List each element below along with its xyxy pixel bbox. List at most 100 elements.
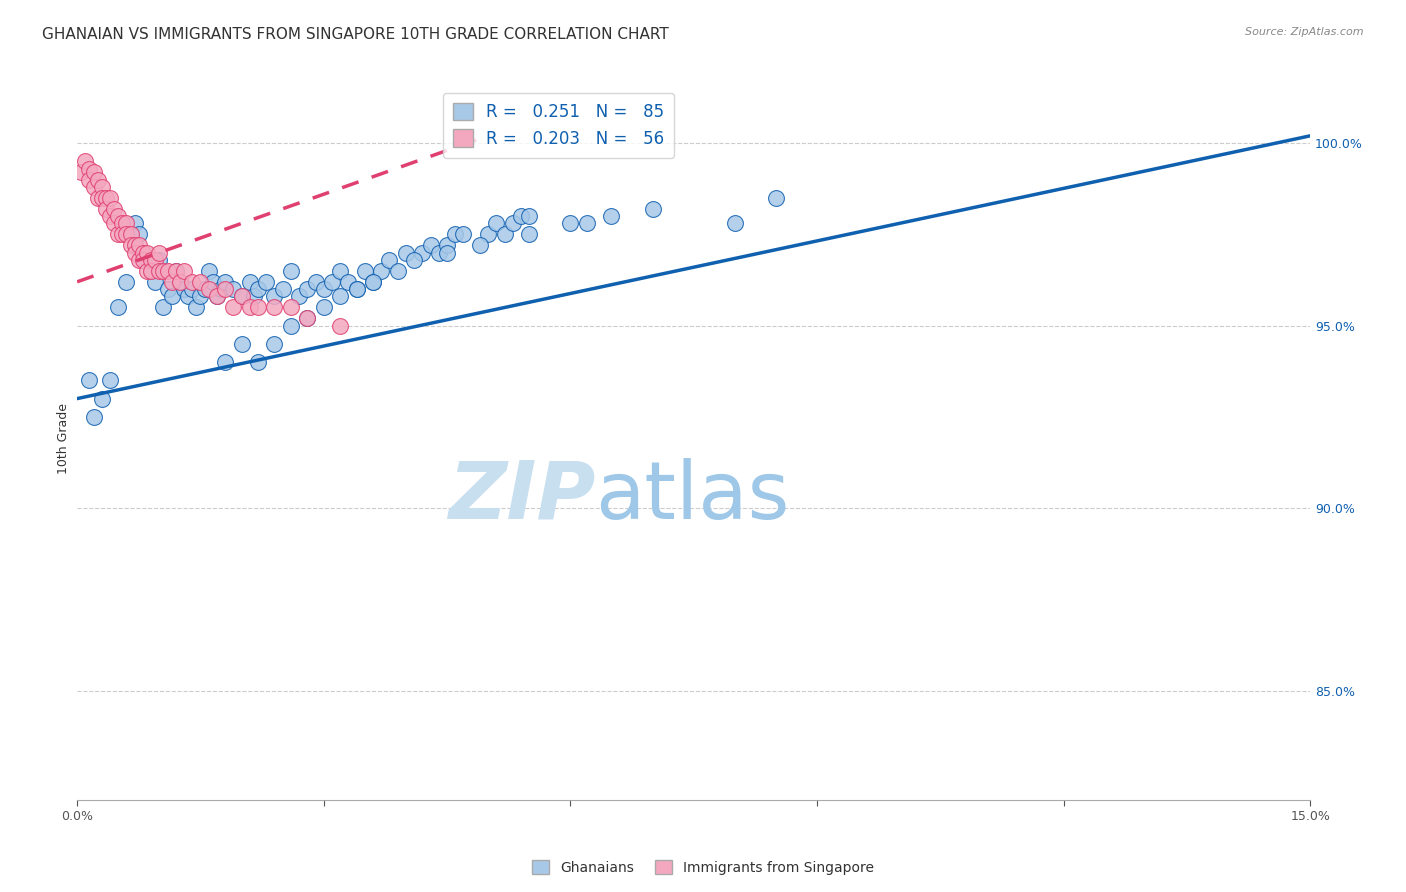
Point <box>378 252 401 267</box>
Point <box>173 264 195 278</box>
Point <box>641 202 664 216</box>
Point <box>83 409 105 424</box>
Point <box>103 202 125 216</box>
Point <box>263 289 285 303</box>
Point <box>321 275 343 289</box>
Point <box>575 216 598 230</box>
Point <box>148 252 170 267</box>
Text: GHANAIAN VS IMMIGRANTS FROM SINGAPORE 10TH GRADE CORRELATION CHART: GHANAIAN VS IMMIGRANTS FROM SINGAPORE 10… <box>42 27 669 42</box>
Point <box>70 165 93 179</box>
Point <box>239 275 262 289</box>
Point <box>136 245 159 260</box>
Point <box>477 227 499 242</box>
Point <box>724 216 747 230</box>
Point <box>404 252 426 267</box>
Point <box>214 282 236 296</box>
Point <box>120 238 142 252</box>
Point <box>193 282 215 296</box>
Point <box>243 289 266 303</box>
Point <box>136 264 159 278</box>
Point <box>502 216 524 230</box>
Point <box>427 245 450 260</box>
Point <box>94 191 117 205</box>
Point <box>165 264 187 278</box>
Point <box>263 301 285 315</box>
Point <box>765 191 787 205</box>
Point <box>143 275 166 289</box>
Point <box>107 209 129 223</box>
Point <box>83 180 105 194</box>
Point <box>201 275 224 289</box>
Point <box>152 264 174 278</box>
Point <box>288 289 311 303</box>
Point <box>312 282 335 296</box>
Point <box>160 275 183 289</box>
Point <box>205 289 228 303</box>
Point <box>165 264 187 278</box>
Point <box>111 216 134 230</box>
Point <box>453 227 475 242</box>
Point <box>173 282 195 296</box>
Point <box>148 245 170 260</box>
Point <box>79 161 101 176</box>
Point <box>297 311 319 326</box>
Point <box>517 227 540 242</box>
Point <box>177 289 200 303</box>
Point <box>468 238 491 252</box>
Point <box>214 275 236 289</box>
Point <box>124 245 146 260</box>
Point <box>98 191 121 205</box>
Point <box>124 238 146 252</box>
Point <box>90 180 112 194</box>
Point <box>111 227 134 242</box>
Point <box>107 227 129 242</box>
Point <box>280 301 302 315</box>
Point <box>190 275 212 289</box>
Point <box>560 216 582 230</box>
Point <box>115 275 138 289</box>
Legend: R =   0.251   N =   85, R =   0.203   N =   56: R = 0.251 N = 85, R = 0.203 N = 56 <box>443 93 675 158</box>
Point <box>387 264 409 278</box>
Point <box>139 252 162 267</box>
Point <box>205 289 228 303</box>
Point <box>197 282 219 296</box>
Point <box>297 311 319 326</box>
Point <box>148 264 170 278</box>
Point <box>222 301 245 315</box>
Point <box>86 172 108 186</box>
Point <box>169 275 191 289</box>
Point <box>83 165 105 179</box>
Point <box>152 301 174 315</box>
Point <box>494 227 516 242</box>
Point <box>124 216 146 230</box>
Point <box>436 238 458 252</box>
Point <box>280 264 302 278</box>
Text: ZIP: ZIP <box>447 458 595 535</box>
Point <box>156 264 179 278</box>
Point <box>246 282 269 296</box>
Point <box>254 275 277 289</box>
Point <box>370 264 392 278</box>
Point <box>160 289 183 303</box>
Point <box>222 282 245 296</box>
Point <box>169 275 191 289</box>
Point <box>329 318 352 333</box>
Point <box>98 373 121 387</box>
Point <box>436 245 458 260</box>
Point <box>139 264 162 278</box>
Point <box>132 245 155 260</box>
Point <box>329 264 352 278</box>
Point <box>128 238 150 252</box>
Point <box>120 227 142 242</box>
Point <box>115 216 138 230</box>
Point <box>139 264 162 278</box>
Point <box>103 216 125 230</box>
Point <box>197 264 219 278</box>
Point <box>411 245 433 260</box>
Text: Source: ZipAtlas.com: Source: ZipAtlas.com <box>1246 27 1364 37</box>
Legend: Ghanaians, Immigrants from Singapore: Ghanaians, Immigrants from Singapore <box>527 855 879 880</box>
Point <box>280 318 302 333</box>
Point <box>132 245 155 260</box>
Point <box>98 209 121 223</box>
Point <box>346 282 368 296</box>
